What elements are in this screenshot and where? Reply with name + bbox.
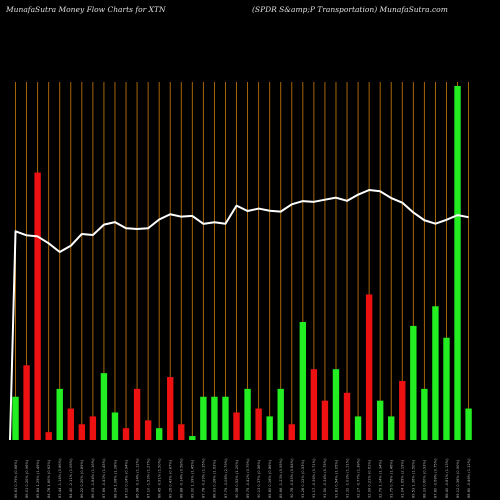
volume-bar [89,416,97,440]
x-tick-label: 89.53 1.36% (1.50%) [412,459,416,498]
x-tick-label: 87.10 0.14% (0.94%) [124,459,128,498]
volume-bar [78,424,86,440]
volume-bar [354,416,362,440]
x-tick-label: 92.27 -0.77% (1.38%) [356,458,360,498]
x-tick-label: 87.80 -0.68% (0.75%) [434,458,438,498]
x-tick-label: 86.98 -0.14% (1.12%) [135,458,139,498]
volume-bar [410,325,417,440]
x-tick-label: 92.99 0.21% (0.61%) [367,459,371,498]
chart-title-left: MunafaSutra Money Flow Charts for XTN [5,5,166,14]
volume-bar [189,436,196,440]
x-axis-tick-labels: 86.63 0.79% (0.68%) 86.01 0.20% (0.96%) 85… [14,458,471,498]
volume-bar [277,388,284,440]
x-tick-label: 85.84 1.25% (1.49%) [36,459,40,498]
x-tick-label: 89.26 0.43% (0.87%) [169,459,173,498]
volume-bar [255,408,262,440]
x-tick-label: 88.33 0.60% (0.93%) [423,459,427,498]
x-tick-label: 91.28 0.12% (0.53%) [301,459,305,498]
x-tick-label: 91.17 -0.36% (0.71%) [312,458,316,498]
volume-bar [67,408,74,440]
volume-bar [144,420,152,440]
volume-bar [376,400,384,440]
volume-bar [23,365,30,440]
price-line-group [9,189,469,441]
x-tick-label: 87.66 -0.43% (1.45%) [102,458,106,498]
x-tick-label: 92.79 1.14% (1.34%) [378,459,382,498]
volume-bar [388,416,395,440]
volume-bar [222,396,229,440]
volume-bar [211,396,218,440]
x-tick-label: 89.75 -0.42% (0.79%) [246,458,250,498]
x-tick-label: 89.00 1.39% (1.45%) [191,459,195,498]
x-tick-label: 88.03 0.28% (1.63%) [213,459,217,498]
volume-bar [465,408,472,440]
volume-bar [365,294,373,440]
x-tick-label: 91.75 0.78% (1.46%) [390,459,394,498]
x-tick-label: 90.13 0.37% (0.56%) [257,459,261,498]
volume-bar [332,369,340,440]
x-tick-label: 88.80 -0.46% (1.12%) [467,458,471,498]
x-tick-label: 87.79 -3.08% (2.79%) [224,458,228,498]
x-tick-label: 91.04 1.69% (2.19%) [401,459,405,498]
volume-bar [178,424,185,440]
volume-bar [343,392,351,440]
volume-bar [122,428,130,440]
x-tick-label: 91.50 -0.34% (0.75%) [323,458,327,498]
volume-bars [12,86,472,441]
volume-bar [443,337,450,440]
volume-bar [56,388,63,440]
x-tick-label: 90.58 0.92% (1.20%) [235,459,239,498]
x-tick-label: 90.78 -0.55% (0.84%) [290,458,294,498]
volume-bar [288,424,295,440]
x-tick-label: 89.66 -1.23% (0.95%) [279,458,283,498]
x-tick-label: 84.40 -2.11% (1.06%) [69,458,73,498]
x-tick-label: 89.12 0.36% (0.90%) [456,459,460,498]
volume-bar [200,396,207,440]
volume-bar [111,412,119,440]
volume-bar [233,412,240,440]
volume-bar [399,381,406,440]
volume-bar [133,388,141,440]
volume-bar [12,396,19,440]
volume-bar [299,322,307,440]
x-tick-label: 84.78 1.60% (0.62%) [47,459,51,498]
volume-bar [100,373,108,440]
x-tick-label: 88.40 -0.81% (1.13%) [445,458,449,498]
volume-bar [454,86,461,440]
x-tick-label: 91.32 -1.03% (1.11%) [345,458,349,498]
x-tick-label: 87.78 -0.29% (1.35%) [202,458,206,498]
volume-bar [321,400,329,440]
volume-bar [155,428,163,440]
volume-bar [45,432,52,440]
volume-bar [244,388,251,440]
x-tick-label: 88.88 -0.14% (0.58%) [180,458,184,498]
x-tick-label: 91.81 0.54% (1.05%) [334,459,338,498]
x-tick-label: 88.45 -0.91% (1.50%) [157,458,161,498]
volume-bar [432,306,439,440]
x-tick-label: 83.44 -1.14% (0.86%) [58,458,62,498]
x-tick-label: 86.05 -1.84% (1.16%) [91,458,95,498]
x-tick-label: 87.10 -1.53% (1.27%) [146,458,150,498]
volume-bar [266,416,273,440]
x-tick-label: 88.04 1.08% (1.28%) [113,459,117,498]
volume-bar [310,369,318,440]
x-tick-label: 89.80 0.16% (0.86%) [268,459,272,498]
volume-bar [421,388,428,440]
price-line [9,189,469,441]
x-tick-label: 86.01 0.20% (0.96%) [25,459,29,498]
volume-bar [167,377,174,440]
volume-bar [34,172,41,441]
chart-title-right: (SPDR S&amp;P Transportation) MunafaSutr… [252,5,448,14]
x-tick-label: 86.63 0.79% (0.68%) [14,459,18,498]
x-tick-label: 86.22 0.20% (0.89%) [80,459,84,498]
